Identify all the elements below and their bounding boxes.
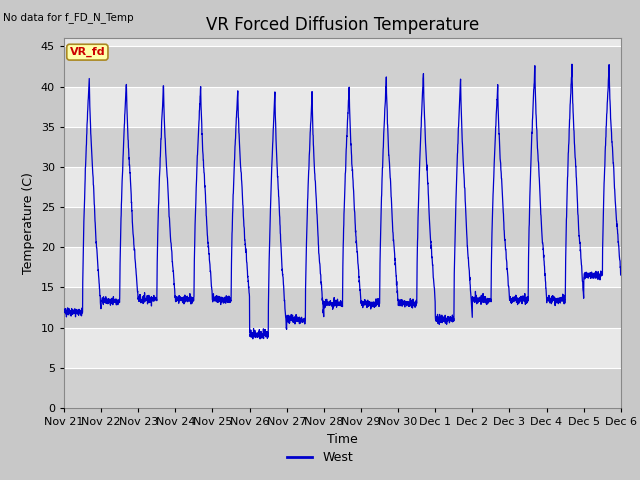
Y-axis label: Temperature (C): Temperature (C) xyxy=(22,172,35,274)
Legend: West: West xyxy=(282,446,358,469)
Bar xyxy=(64,127,621,167)
Title: VR Forced Diffusion Temperature: VR Forced Diffusion Temperature xyxy=(206,16,479,34)
Bar xyxy=(64,86,621,127)
Text: VR_fd: VR_fd xyxy=(70,47,105,57)
Text: No data for f_FD_N_Temp: No data for f_FD_N_Temp xyxy=(3,12,134,23)
Bar xyxy=(64,368,621,408)
X-axis label: Time: Time xyxy=(327,432,358,445)
Bar xyxy=(64,47,621,86)
Bar xyxy=(64,247,621,288)
Bar xyxy=(64,207,621,247)
Bar xyxy=(64,288,621,328)
Bar xyxy=(64,328,621,368)
Bar xyxy=(64,167,621,207)
